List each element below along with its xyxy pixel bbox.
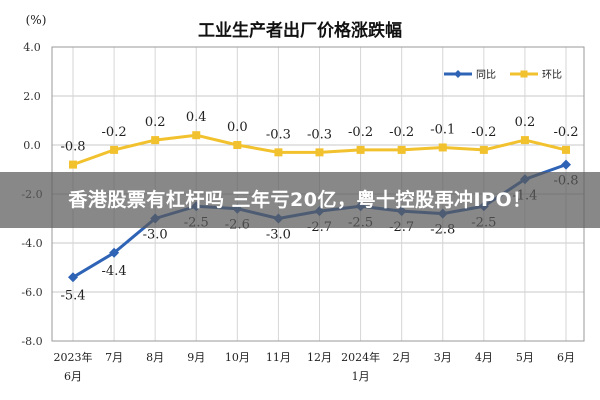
data-point-mom (69, 160, 77, 169)
x-tick-label: 2月 (393, 351, 411, 364)
x-tick-label: 4月 (475, 351, 493, 364)
x-tick-label: 5月 (516, 351, 534, 364)
y-tick-label: -6.0 (21, 286, 42, 299)
x-tick-label: 9月 (187, 351, 205, 364)
x-tick-label: 2023年 (54, 350, 93, 364)
data-point-mom (274, 148, 283, 157)
data-label-mom: 0.2 (145, 115, 166, 130)
data-label-mom: -0.3 (307, 127, 332, 142)
y-axis-unit: (%) (26, 13, 47, 27)
chart-title: 工业生产者出厂价格涨跌幅 (198, 20, 402, 41)
x-tick-label: 1月 (352, 370, 370, 383)
data-label-mom: 0.2 (515, 115, 536, 130)
x-tick-label: 12月 (307, 351, 332, 364)
data-label-mom: -0.2 (102, 125, 127, 140)
data-point-mom (479, 145, 488, 154)
x-tick-label: 11月 (266, 351, 291, 364)
x-tick-label: 6月 (557, 351, 575, 364)
legend-marker-yoy (454, 70, 462, 78)
x-tick-label: 7月 (105, 351, 123, 364)
y-tick-label: 2.0 (23, 90, 41, 103)
data-label-mom: -0.3 (266, 127, 291, 142)
data-label-yoy: -5.4 (60, 288, 85, 303)
data-point-mom (233, 141, 242, 149)
x-tick-label: 2024年 (341, 350, 380, 364)
data-label-yoy: -4.4 (102, 264, 127, 279)
headline-text[interactable]: 香港股票有杠杆吗 三年亏20亿，粤十控股再冲IPO！ (68, 189, 532, 211)
data-point-mom (110, 145, 119, 154)
x-tick-label: 10月 (225, 351, 250, 364)
data-point-mom (397, 145, 406, 154)
data-label-mom: -0.8 (60, 140, 85, 155)
data-label-mom: -0.2 (348, 125, 373, 140)
data-point-yoy (68, 272, 78, 283)
data-label-mom: 0.0 (227, 120, 248, 135)
y-tick-label: 0.0 (23, 139, 41, 152)
legend: 同比 环比 (444, 69, 562, 81)
data-point-mom (192, 131, 201, 140)
data-point-mom (520, 136, 529, 145)
y-tick-label: 4.0 (23, 41, 41, 54)
x-tick-label: 3月 (434, 351, 452, 364)
data-label-mom: 0.4 (186, 110, 207, 125)
x-tick-label: 8月 (146, 351, 164, 364)
data-point-mom (438, 143, 447, 152)
y-tick-label: -8.0 (21, 335, 42, 348)
data-point-mom (315, 148, 324, 157)
data-label-mom: -0.2 (389, 125, 414, 140)
data-point-yoy (561, 159, 571, 170)
legend-marker-mom (520, 70, 528, 78)
data-label-mom: -0.2 (553, 125, 578, 140)
legend-label-yoy: 同比 (476, 69, 496, 81)
data-label-yoy: -3.0 (143, 228, 168, 243)
x-tick-label: 6月 (64, 370, 82, 383)
data-label-mom: -0.2 (471, 125, 496, 140)
legend-label-mom: 环比 (542, 69, 562, 81)
y-tick-label: -4.0 (21, 237, 42, 250)
data-point-yoy (109, 247, 120, 258)
data-point-mom (562, 145, 570, 154)
data-label-yoy: -3.0 (266, 228, 291, 243)
data-point-mom (356, 145, 365, 154)
headline-banner (0, 172, 600, 228)
data-point-mom (151, 136, 160, 145)
data-label-mom: -0.1 (430, 122, 455, 137)
